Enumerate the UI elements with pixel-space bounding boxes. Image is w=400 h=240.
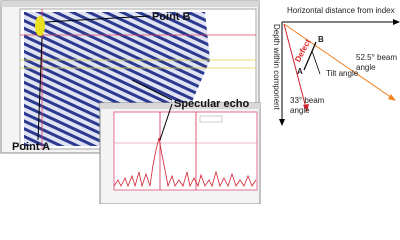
vertical-axis-label: Depth within component bbox=[272, 24, 281, 111]
a-scan-signal bbox=[113, 137, 257, 188]
callout-point-b: Point B bbox=[152, 11, 191, 23]
beam-33-label: 33° beam bbox=[290, 96, 325, 105]
beam-52-label: angle bbox=[356, 63, 376, 72]
beam-33-label: angle bbox=[290, 106, 310, 115]
s-scan-window bbox=[0, 0, 260, 154]
figure: Point B Point A Specular echo Horizontal… bbox=[0, 0, 400, 204]
point-b-label: B bbox=[318, 35, 324, 44]
a-scan-window bbox=[99, 102, 261, 204]
horizontal-axis-label: Horizontal distance from index bbox=[287, 6, 395, 15]
callout-specular-echo: Specular echo bbox=[174, 98, 249, 110]
tilt-angle-label: Tilt angle bbox=[326, 69, 359, 78]
page: {"callouts": {"point_b": "Point B", "poi… bbox=[0, 0, 400, 204]
defect-label: Defect bbox=[293, 37, 313, 63]
point-a-label: A bbox=[297, 67, 303, 76]
beam-52-label: 52.5° beam bbox=[356, 53, 397, 62]
beam-diagram: Horizontal distance from index Depth wit… bbox=[272, 6, 400, 126]
callout-point-a: Point A bbox=[12, 141, 50, 153]
